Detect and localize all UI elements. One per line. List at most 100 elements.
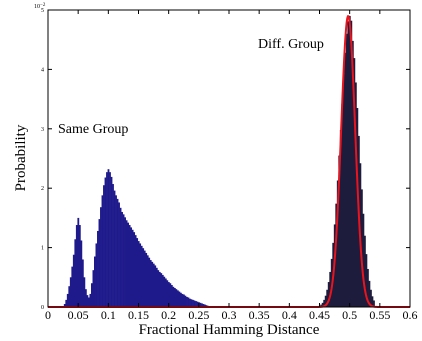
x-tick-label: 0.05 <box>68 308 89 322</box>
histogram-bar <box>173 287 176 307</box>
histogram-bar <box>110 176 113 307</box>
histogram-bar <box>90 283 93 307</box>
histogram-bar <box>373 300 375 307</box>
histogram-bar <box>131 229 134 307</box>
histogram-bar <box>353 58 356 307</box>
histogram-bar <box>187 297 190 307</box>
histogram-bar <box>368 280 371 307</box>
histogram-bar <box>107 169 110 307</box>
x-axis-label: Fractional Hamming Distance <box>139 322 320 338</box>
y-axis-label: Probability <box>13 124 29 191</box>
histogram-bar <box>139 243 142 307</box>
histogram-bar <box>199 302 202 307</box>
histogram-bar <box>103 185 105 307</box>
histogram-bar <box>125 220 128 307</box>
histogram-bar <box>98 219 101 307</box>
histogram-bar <box>142 248 145 307</box>
histogram-bar <box>342 74 345 308</box>
histogram-bar <box>178 291 181 307</box>
y-tick-label: 4 <box>41 67 44 73</box>
histogram-bar <box>161 274 164 307</box>
histogram-bar <box>179 292 182 307</box>
histogram-bar <box>327 282 330 307</box>
histogram-bar <box>167 282 170 307</box>
histogram-bar <box>339 129 342 307</box>
x-tick-label: 0.3 <box>222 308 237 322</box>
histogram-bar <box>63 304 66 307</box>
histogram-bar <box>69 277 72 307</box>
x-axis-ticks: 0 0.05 0.1 0.15 0.2 0.25 0.3 0.35 0.4 0.45 0.5 0.55… <box>45 10 418 322</box>
histogram-bar <box>164 278 167 307</box>
histogram-bar <box>155 267 158 307</box>
histogram-bar <box>360 189 363 307</box>
histogram-bar <box>356 108 359 307</box>
histogram-bar <box>195 301 197 307</box>
histogram-bar <box>78 225 81 307</box>
annotation-diff-group: Diff. Group <box>258 37 324 52</box>
histogram-bar <box>133 232 136 307</box>
histogram-bar <box>365 254 368 307</box>
histogram-bar <box>190 299 193 307</box>
histogram-bar <box>71 266 74 307</box>
histogram-bar <box>347 21 350 307</box>
histogram-bar <box>119 207 122 307</box>
histogram-bar <box>124 217 126 307</box>
histogram-bar <box>84 289 87 307</box>
histogram-bar <box>172 286 175 307</box>
x-tick-label: 0.15 <box>128 308 149 322</box>
histogram-bar <box>122 214 125 307</box>
histogram-bar <box>112 184 114 307</box>
histogram-bar <box>137 241 140 307</box>
histogram-bar <box>183 294 185 307</box>
histogram-bar <box>115 195 117 307</box>
histogram-bar <box>169 283 172 307</box>
histogram-bar <box>100 207 102 307</box>
x-tick-label: 0 <box>45 308 51 322</box>
histogram-bar <box>166 280 169 307</box>
histogram-bar <box>145 252 148 307</box>
histogram-bar <box>83 277 86 307</box>
x-tick-label: 0.1 <box>101 308 116 322</box>
x-tick-label: 0.35 <box>249 308 270 322</box>
histogram-bar <box>68 286 71 307</box>
histogram-bar <box>371 296 374 307</box>
histogram-bar <box>65 299 68 307</box>
histogram-bar <box>154 265 157 307</box>
histogram-bar <box>143 250 146 307</box>
histogram-bar <box>326 289 329 307</box>
histogram-bar <box>370 289 372 307</box>
histogram-bar <box>127 222 129 307</box>
histogram-bar <box>202 304 205 307</box>
histogram-bar <box>362 213 365 307</box>
histogram-bar <box>86 295 89 307</box>
histogram-bar <box>348 15 351 307</box>
histogram-bar <box>87 297 90 307</box>
histogram-bar <box>151 261 154 307</box>
histogram-bar <box>97 230 99 307</box>
histogram-bar <box>95 243 98 307</box>
histogram-bar <box>140 245 143 307</box>
histogram-bar <box>338 155 341 307</box>
histogram-bar <box>157 270 160 307</box>
y-axis-ticks: 0 1 2 3 4 5 <box>41 8 410 311</box>
histogram-bar <box>351 40 354 307</box>
histogram-bar <box>336 180 339 307</box>
y-tick-label: 0 <box>41 305 44 311</box>
histogram-bar <box>92 270 95 307</box>
histogram-bar <box>193 300 196 307</box>
histogram-bar <box>101 195 104 307</box>
histogram-bar <box>113 190 116 307</box>
histogram-bar <box>158 271 161 307</box>
histogram-bar <box>74 239 77 307</box>
x-tick-label: 0.5 <box>342 308 357 322</box>
y-tick-label: 1 <box>41 246 44 252</box>
histogram-bar <box>192 299 194 307</box>
histogram-bar <box>204 304 206 307</box>
histogram-bar <box>72 254 75 307</box>
histogram-bar <box>196 301 199 307</box>
histogram-bar <box>341 103 344 307</box>
histogram-bar <box>146 255 149 307</box>
histogram-bar <box>189 298 191 307</box>
y-tick-label: 2 <box>41 186 44 192</box>
x-tick-label: 0.45 <box>309 308 330 322</box>
